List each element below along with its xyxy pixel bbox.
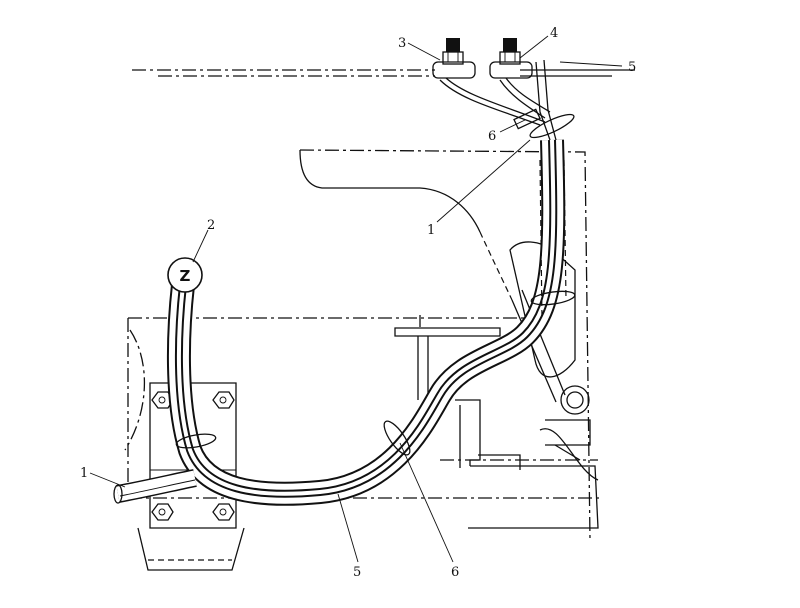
pivot-inner bbox=[566, 391, 584, 409]
clip-icon bbox=[383, 420, 411, 456]
label-6-bottom: 6 bbox=[451, 565, 459, 580]
label-5-bottom: 5 bbox=[353, 565, 361, 580]
clip-icon bbox=[529, 113, 575, 139]
clip-icon bbox=[175, 433, 217, 449]
label-5-top: 5 bbox=[628, 60, 636, 75]
bolt-icon bbox=[212, 503, 235, 521]
part-labels: 3 4 5 6 1 2 1 5 6 bbox=[80, 26, 636, 580]
main-harness-tube bbox=[166, 139, 567, 506]
label-4: 4 bbox=[550, 26, 558, 41]
label-3: 3 bbox=[398, 36, 406, 51]
connector-wires bbox=[439, 59, 557, 141]
label-2: 2 bbox=[207, 218, 215, 233]
incoming-cable bbox=[113, 469, 197, 504]
clip-icon bbox=[530, 290, 576, 306]
bolt-heads bbox=[151, 391, 235, 521]
frame-outline bbox=[124, 69, 635, 571]
label-1-mid: 1 bbox=[427, 223, 435, 238]
connector-3 bbox=[432, 38, 476, 79]
connector-4 bbox=[489, 38, 533, 79]
bolt-icon bbox=[212, 391, 235, 409]
leader-lines bbox=[89, 35, 623, 563]
label-1-left: 1 bbox=[80, 466, 88, 481]
sensor-label: Z bbox=[180, 267, 191, 285]
label-6-top: 6 bbox=[488, 129, 496, 144]
pivot-outer bbox=[560, 385, 590, 415]
bolt-icon bbox=[151, 503, 174, 521]
sensor-z: Z bbox=[167, 257, 203, 293]
